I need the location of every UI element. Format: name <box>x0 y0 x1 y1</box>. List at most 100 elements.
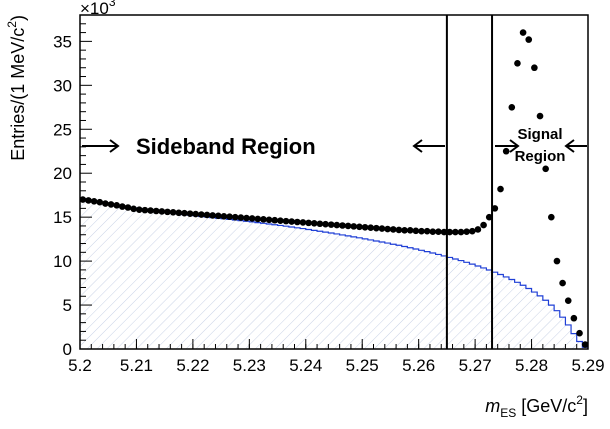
data-point <box>310 220 318 227</box>
x-tick-label: 5.24 <box>289 356 322 375</box>
data-point <box>305 219 312 227</box>
data-point <box>254 215 262 223</box>
x-axis: 5.2 5.21 5.22 5.23 5.24 5.25 5.26 5.27 5.28 5.29 <box>68 339 605 375</box>
mc-histogram-fill <box>80 198 588 349</box>
x-tick-label: 5.22 <box>176 356 209 375</box>
data-point <box>429 228 437 235</box>
signal-arrow-left-head <box>564 139 575 153</box>
sideband-arrow-left-head <box>412 139 423 153</box>
data-point <box>299 219 307 226</box>
data-point <box>260 216 267 223</box>
y-tick-label: 25 <box>53 120 72 139</box>
data-point <box>271 216 279 224</box>
sideband-arrows <box>82 139 445 153</box>
data-point <box>463 228 470 235</box>
data-point <box>344 222 352 230</box>
data-point <box>198 211 205 218</box>
data-point <box>356 223 363 231</box>
data-point <box>141 206 149 214</box>
data-point <box>502 147 510 155</box>
data-point <box>570 314 578 322</box>
sideband-region-label: Sideband Region <box>136 134 316 159</box>
signal-arrow-right-head <box>509 139 520 153</box>
data-point <box>147 207 154 214</box>
data-point <box>90 198 98 205</box>
signal-region-label-line1: Signal <box>517 126 562 143</box>
data-point <box>181 209 188 217</box>
data-point <box>214 212 222 220</box>
data-point <box>548 213 555 221</box>
data-point <box>457 228 465 236</box>
data-point <box>564 297 572 304</box>
data-point <box>186 210 194 217</box>
data-point <box>175 209 183 217</box>
signal-region-label-line2: Region <box>515 148 566 165</box>
y-tick-label: 15 <box>53 208 72 227</box>
data-point <box>243 214 250 222</box>
x-tick-label: 5.27 <box>459 356 492 375</box>
data-point <box>395 226 403 234</box>
x-tick-label: 5.29 <box>571 356 604 375</box>
data-point <box>350 223 358 230</box>
data-point <box>209 212 216 219</box>
data-point <box>288 218 295 225</box>
data-point <box>237 214 245 221</box>
x-tick-label: 5.28 <box>515 356 548 375</box>
data-point <box>339 222 346 229</box>
data-point <box>474 226 482 233</box>
data-point <box>508 103 516 111</box>
y-tick-label: 10 <box>53 252 72 271</box>
histogram-layer <box>80 198 588 349</box>
data-point <box>418 227 425 235</box>
data-point <box>497 185 504 193</box>
data-point <box>107 201 115 208</box>
data-point <box>491 205 499 212</box>
data-point <box>452 228 459 236</box>
data-point <box>124 204 132 211</box>
y-axis: 0 5 10 15 20 25 30 35 <box>53 23 92 359</box>
data-point <box>378 225 386 232</box>
data-point <box>282 217 290 225</box>
data-point <box>576 329 583 337</box>
data-point <box>169 209 177 216</box>
y-tick-label: 5 <box>63 296 72 315</box>
data-point <box>327 221 335 228</box>
data-point <box>248 215 256 222</box>
data-point <box>113 201 120 209</box>
data-point <box>135 206 143 213</box>
data-point <box>401 227 408 234</box>
x-axis-title: mES [GeV/c2] <box>485 393 588 420</box>
x-tick-label: 5.21 <box>120 356 153 375</box>
data-point <box>367 224 374 232</box>
data-point <box>96 198 104 206</box>
data-point <box>226 213 233 221</box>
data-point <box>203 211 211 219</box>
data-points <box>79 29 589 348</box>
data-point <box>322 220 329 228</box>
y-tick-label: 20 <box>53 164 72 183</box>
data-point <box>152 207 160 215</box>
data-point <box>423 227 431 235</box>
data-point <box>542 165 549 173</box>
data-point <box>231 213 239 221</box>
data-point <box>384 225 391 233</box>
data-point <box>192 210 200 218</box>
data-point <box>519 29 527 36</box>
data-point <box>277 217 284 224</box>
y-tick-label: 30 <box>53 76 72 95</box>
data-point <box>130 205 137 213</box>
data-point <box>158 208 166 215</box>
data-point <box>468 227 476 235</box>
data-point <box>373 224 380 232</box>
data-point <box>220 212 228 220</box>
data-point <box>406 227 414 234</box>
y-multiplier: ×103 <box>80 0 116 18</box>
data-point <box>485 213 493 221</box>
data-point <box>164 208 171 216</box>
data-point <box>525 36 533 43</box>
data-point <box>102 200 109 207</box>
y-axis-title: Entries/(1 MeV/c2) <box>5 15 28 161</box>
data-point <box>389 226 397 233</box>
data-point <box>581 341 589 348</box>
data-point <box>119 203 126 210</box>
